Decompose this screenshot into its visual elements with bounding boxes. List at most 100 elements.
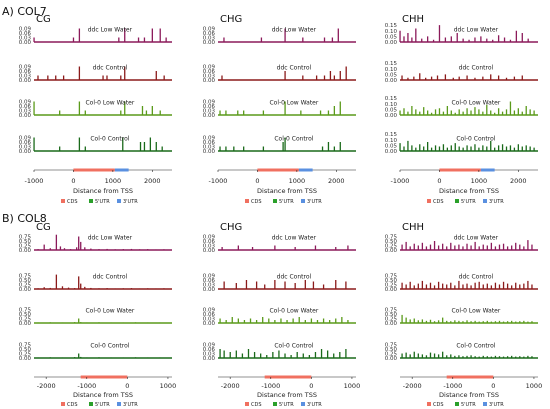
bar: [61, 322, 64, 323]
bar: [78, 276, 80, 289]
bar: [138, 288, 141, 289]
bar: [403, 146, 405, 151]
bar: [72, 37, 75, 42]
bar: [49, 322, 51, 323]
bar: [486, 245, 488, 250]
y-tick-label: 0.15: [385, 61, 398, 67]
y-tick-label: 0.10: [385, 102, 398, 108]
bar: [478, 109, 480, 115]
series-label: ddc Control: [459, 65, 494, 72]
bar: [55, 274, 58, 289]
x-tick-label: 1000: [526, 382, 543, 390]
bar: [490, 140, 492, 151]
bar: [523, 320, 525, 323]
bar: [233, 146, 235, 151]
bar: [480, 36, 482, 42]
bar: [494, 246, 497, 250]
y-tick-label: 0.50: [385, 347, 398, 353]
bar: [427, 36, 429, 42]
y-tick-label: 0.25: [19, 317, 32, 323]
bar: [221, 75, 223, 80]
bar: [505, 109, 508, 115]
legend-label: 3'UTR: [489, 402, 504, 408]
bar: [482, 111, 484, 115]
bar: [517, 108, 519, 115]
bar: [298, 317, 300, 323]
y-tick-label: 0.00: [19, 356, 32, 362]
legend-label: 3'UTR: [307, 402, 322, 408]
x-tick-label: 0: [309, 382, 313, 390]
y-tick-label: 0.09: [203, 274, 216, 280]
legend-label: CDS: [67, 199, 78, 205]
bar: [446, 246, 448, 250]
bar: [531, 321, 533, 323]
y-tick-label: 0.06: [19, 69, 32, 75]
bar: [490, 242, 493, 250]
bar: [122, 288, 124, 289]
bar: [458, 320, 460, 323]
bar: [421, 280, 424, 289]
bar: [533, 147, 535, 151]
legend-swatch: [301, 199, 305, 203]
bar: [521, 146, 523, 151]
y-tick-label: 0.50: [19, 278, 32, 284]
series-strip: 0.000.030.060.09 ddc Low Water: [19, 27, 172, 46]
bar: [284, 101, 286, 115]
bar: [513, 110, 516, 115]
bar: [415, 147, 417, 151]
bar: [466, 320, 468, 323]
x-tick-label: 2000: [510, 177, 527, 185]
bar: [462, 147, 464, 151]
y-tick-label: 0.06: [19, 31, 32, 37]
legend-swatch: [117, 402, 121, 406]
series-label: Col-0 Control: [456, 136, 495, 143]
bar: [474, 320, 476, 323]
bar: [90, 287, 92, 289]
bar: [419, 144, 421, 151]
bar: [519, 356, 521, 358]
bar: [247, 349, 250, 358]
y-tick-label: 0.09: [203, 235, 216, 241]
bar: [80, 283, 82, 289]
series-strip: 0.000.050.100.15 Col-0 Low Water: [385, 96, 538, 119]
bar: [442, 243, 444, 250]
series-strip: 0.000.030.060.09 Col-0 Control: [19, 136, 172, 155]
bar: [280, 318, 282, 323]
bar: [521, 33, 523, 42]
y-tick-label: 0.00: [385, 321, 398, 327]
legend-label: CDS: [433, 402, 444, 408]
bar: [474, 282, 476, 289]
bar: [478, 147, 480, 151]
series-label: Col-0 Low Water: [85, 308, 134, 315]
bar: [470, 245, 472, 250]
x-tick-label: 0: [125, 382, 129, 390]
bar: [401, 314, 403, 323]
x-tick-label: 1000: [160, 382, 177, 390]
bar: [482, 284, 484, 289]
bar: [433, 241, 436, 250]
legend-label: 3'UTR: [489, 199, 504, 205]
bar: [433, 353, 436, 358]
bar: [425, 320, 428, 323]
bar: [237, 245, 239, 250]
bar: [470, 146, 472, 151]
bar: [138, 249, 141, 250]
bar: [49, 287, 51, 289]
series-label: Col-0 Control: [274, 136, 313, 143]
bar: [323, 37, 326, 42]
y-tick-label: 0.06: [203, 239, 216, 245]
bar: [456, 33, 458, 42]
bar: [37, 322, 39, 323]
legend-label: CDS: [67, 402, 78, 408]
bar: [509, 145, 512, 151]
legend-swatch: [117, 199, 121, 203]
series-label: ddc Control: [277, 65, 312, 72]
bar: [159, 28, 161, 42]
y-tick-label: 0.00: [203, 287, 216, 293]
bar: [345, 349, 347, 358]
bar: [446, 355, 448, 358]
bar: [517, 144, 519, 151]
bar: [223, 37, 225, 42]
y-tick-label: 0.05: [385, 34, 398, 40]
series-label: Col-0 Control: [90, 136, 129, 143]
